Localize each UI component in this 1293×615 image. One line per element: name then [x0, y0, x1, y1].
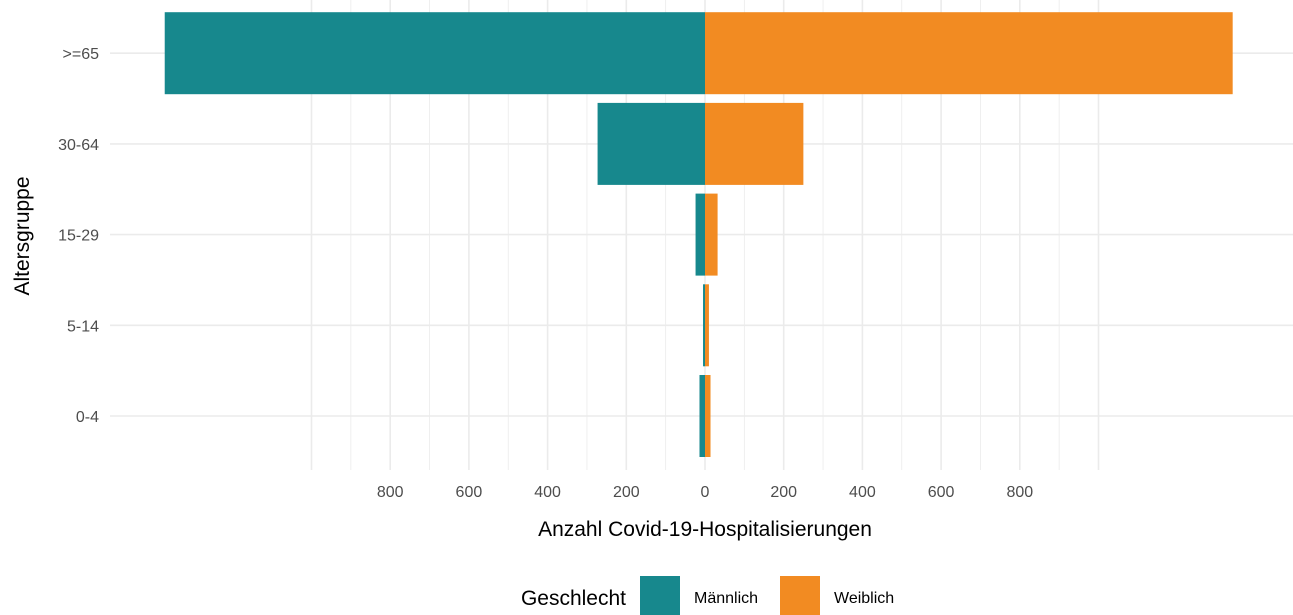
bar-maennlich-15-29	[695, 193, 705, 276]
y-tick-label: 0-4	[76, 409, 99, 426]
bar-maennlich->=65	[164, 12, 706, 95]
bar-weiblich-5-14	[705, 284, 709, 367]
x-tick-label: 200	[770, 484, 797, 501]
x-tick-label: 800	[377, 484, 404, 501]
x-tick-label: 600	[928, 484, 955, 501]
bars	[164, 12, 1233, 457]
bar-maennlich-5-14	[703, 284, 705, 367]
x-tick-label: 600	[456, 484, 483, 501]
x-axis-title: Anzahl Covid-19-Hospitalisierungen	[538, 518, 872, 541]
legend-swatch-weiblich	[780, 576, 820, 615]
x-tick-labels: 800 600 400 200 0 200 400 600 800	[377, 484, 1033, 501]
bar-weiblich-15-29	[705, 193, 718, 276]
legend-label-weiblich: Weiblich	[834, 590, 894, 607]
legend-swatch-maennlich	[640, 576, 680, 615]
legend-title: Geschlecht	[521, 587, 626, 610]
legend: Geschlecht Männlich Weiblich	[521, 576, 894, 615]
bar-weiblich->=65	[705, 12, 1233, 95]
x-tick-label: 400	[534, 484, 561, 501]
y-tick-label: >=65	[63, 46, 100, 63]
bar-weiblich-0-4	[705, 375, 711, 457]
x-tick-label: 0	[701, 484, 710, 501]
x-tick-label: 800	[1006, 484, 1033, 501]
y-tick-label: 30-64	[58, 137, 99, 154]
bar-maennlich-30-64	[597, 102, 705, 185]
y-tick-label: 15-29	[58, 228, 99, 245]
legend-label-maennlich: Männlich	[694, 590, 758, 607]
x-tick-label: 400	[849, 484, 876, 501]
y-tick-label: 5-14	[67, 318, 99, 335]
y-axis-title: Altersgruppe	[11, 176, 34, 295]
x-tick-label: 200	[613, 484, 640, 501]
bar-weiblich-30-64	[705, 102, 804, 185]
bar-maennlich-0-4	[699, 375, 705, 457]
y-tick-labels: 0-4 5-14 15-29 30-64 >=65	[58, 46, 99, 426]
